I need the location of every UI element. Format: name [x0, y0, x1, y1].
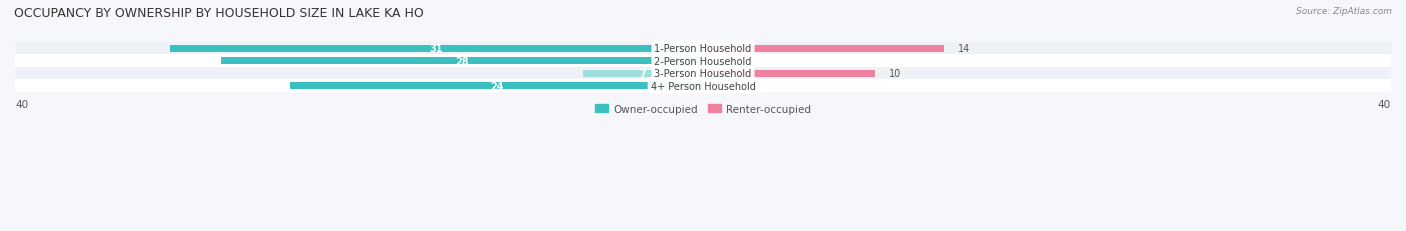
Bar — [15, 80, 1391, 92]
Text: 28: 28 — [456, 56, 470, 66]
Text: 1-Person Household: 1-Person Household — [654, 44, 752, 54]
Bar — [170, 46, 703, 52]
Text: 14: 14 — [957, 44, 970, 54]
Text: 0: 0 — [728, 81, 735, 91]
Bar — [703, 46, 943, 52]
Bar — [15, 43, 1391, 55]
Legend: Owner-occupied, Renter-occupied: Owner-occupied, Renter-occupied — [591, 100, 815, 118]
Text: 31: 31 — [430, 44, 443, 54]
Bar — [15, 68, 1391, 80]
Text: Source: ZipAtlas.com: Source: ZipAtlas.com — [1296, 7, 1392, 16]
Text: 4+ Person Household: 4+ Person Household — [651, 81, 755, 91]
Text: 10: 10 — [889, 69, 901, 79]
Text: 24: 24 — [489, 81, 503, 91]
Text: 40: 40 — [15, 99, 28, 109]
Text: 3-Person Household: 3-Person Household — [654, 69, 752, 79]
Bar — [582, 70, 703, 77]
Bar — [290, 83, 703, 90]
Bar — [15, 55, 1391, 68]
Bar — [703, 70, 875, 77]
Text: 0: 0 — [728, 56, 735, 66]
Text: 40: 40 — [1378, 99, 1391, 109]
Bar — [221, 58, 703, 65]
Text: 2-Person Household: 2-Person Household — [654, 56, 752, 66]
Text: OCCUPANCY BY OWNERSHIP BY HOUSEHOLD SIZE IN LAKE KA HO: OCCUPANCY BY OWNERSHIP BY HOUSEHOLD SIZE… — [14, 7, 423, 20]
Text: 7: 7 — [640, 69, 647, 79]
